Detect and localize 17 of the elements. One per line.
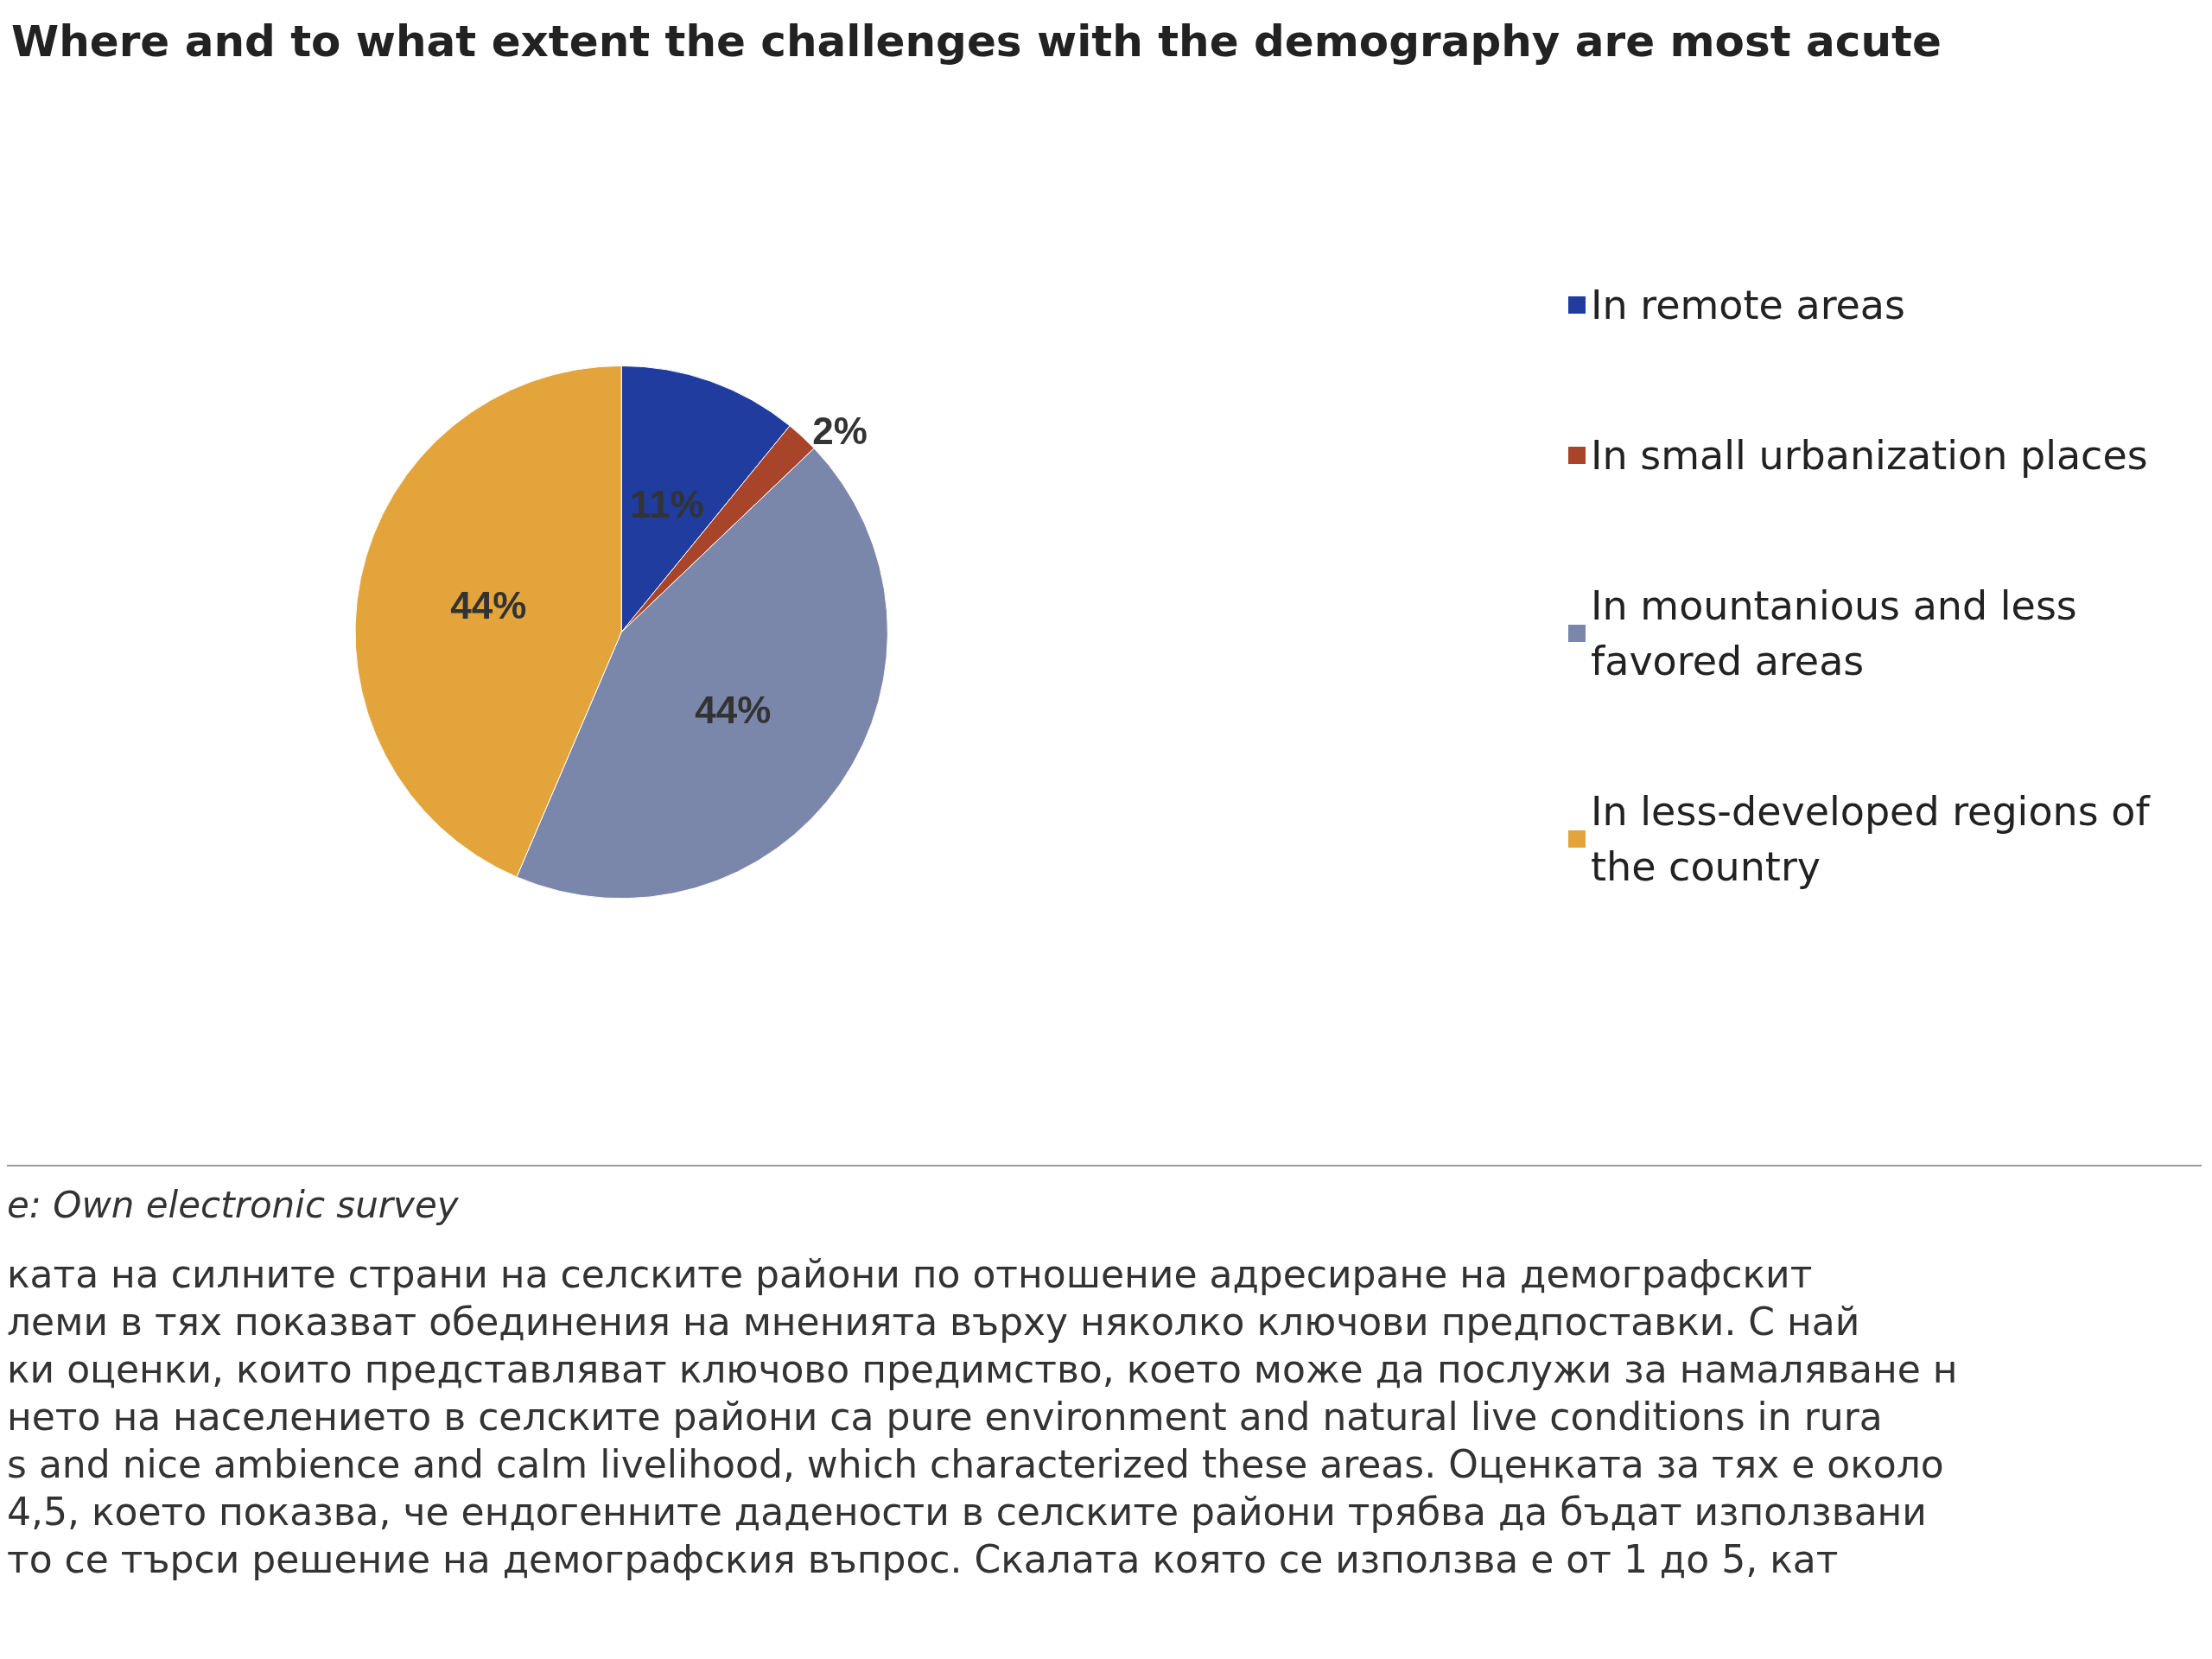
data-label: 44% — [450, 583, 527, 626]
data-label: 44% — [695, 688, 772, 731]
legend-label: In less-developed regions of the country — [1591, 788, 2163, 890]
data-label: 2% — [812, 409, 868, 452]
legend-label: In small urbanization places — [1591, 432, 2148, 479]
chart-title: Where and to what extent the challenges with the demography are most acute — [11, 16, 1942, 67]
text: нето на населението в селските райони са pure environment and natural live conditions in rura — [7, 1395, 1884, 1439]
text: s and nice ambience and calm livelihood, which characterized these areas. Оценката за тях е около — [7, 1442, 1945, 1486]
text: леми в тях показват обединения на мненията върху няколко ключови предпоставки. С най — [7, 1300, 1861, 1344]
legend-label: In remote areas — [1591, 282, 1906, 328]
text: ки оценки, които представляват ключово предимство, което може да послужи за намаляване н — [7, 1347, 1959, 1391]
text: ката на силните страни на селските райони по отношение адресиране на демографскит — [7, 1252, 1814, 1296]
text: e: Own electronic survey — [7, 1184, 460, 1226]
legend-label: In mountanious and less favored areas — [1591, 582, 2090, 684]
data-label: 11% — [630, 483, 704, 526]
text: 4,5, което показва, че ендогенните дадености в селските райони трябва да бъдат използвани — [7, 1490, 1928, 1534]
text: то се търси решение на демографския въпрос. Скалата която се използва е от 1 до 5, кат — [7, 1537, 1840, 1581]
